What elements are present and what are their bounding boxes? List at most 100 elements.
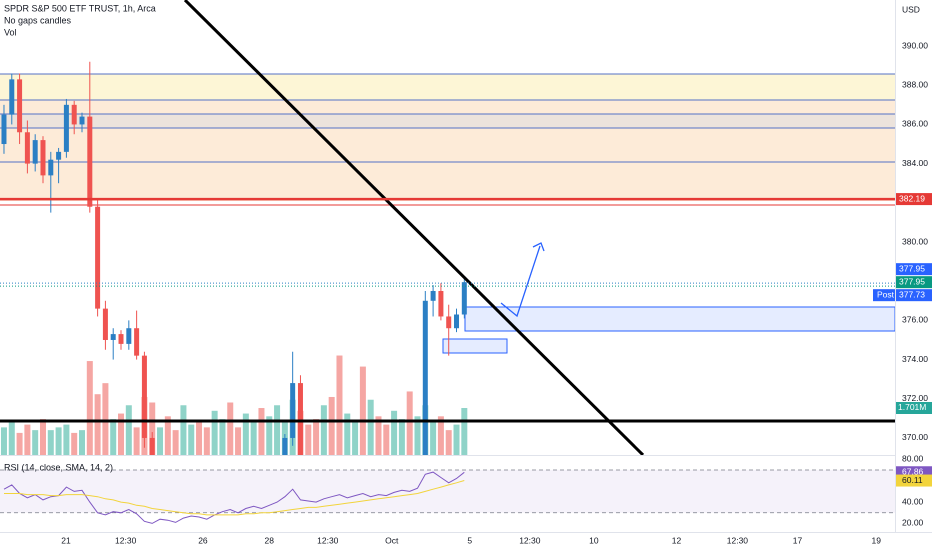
x-tick-label: 19	[872, 535, 882, 545]
volume-bar	[196, 421, 203, 455]
price-tag	[896, 263, 932, 276]
y-tick-label: 388.00	[902, 79, 928, 89]
volume-bar	[414, 416, 421, 455]
volume-bar	[94, 394, 101, 455]
candle-body	[32, 140, 38, 164]
volume-bar	[125, 405, 132, 455]
zone	[0, 114, 895, 128]
rsi-pane	[0, 469, 895, 524]
main-pane	[0, 0, 895, 455]
candle-body	[118, 334, 124, 344]
volume-bar	[453, 424, 460, 455]
drawings-front	[0, 0, 895, 455]
volume-bar	[149, 402, 156, 455]
axes: 390.00 388.00 386.00 384.00 380.00 376.00 374.…	[61, 40, 932, 545]
volume-bar	[461, 407, 468, 455]
candle-body	[63, 104, 69, 152]
volume-bar	[203, 427, 210, 455]
volume-bar	[211, 410, 218, 455]
x-tick-label: 12:30	[727, 535, 749, 545]
volume-bar	[383, 424, 390, 455]
candle-body	[422, 300, 428, 455]
candle-body	[430, 290, 436, 301]
volume-bar	[39, 419, 46, 455]
candle-body	[297, 383, 303, 455]
demand-zone	[464, 306, 895, 332]
rsi-band	[0, 469, 895, 513]
volume-bar	[235, 427, 242, 455]
rsi-tag	[896, 474, 932, 487]
y-tick-label: 370.00	[902, 432, 928, 442]
price-tag-label: 377.73	[899, 289, 925, 299]
price-tag-label: 382.19	[899, 193, 925, 203]
trendline	[183, 0, 645, 455]
rsi-title: RSI (14, close, SMA, 14, 2)	[4, 462, 113, 472]
volume-bar	[16, 432, 23, 455]
volume-bar	[227, 402, 234, 455]
price-tag	[896, 276, 932, 289]
volume-bar	[430, 421, 437, 455]
rsi-tag-label: 60.11	[902, 475, 923, 485]
price-tag-label: 377.95	[899, 263, 925, 273]
currency: USD	[902, 4, 920, 14]
y-tick-label: 386.00	[902, 119, 928, 129]
candle-body	[126, 328, 132, 344]
volume-bar	[344, 413, 351, 455]
volume-bar	[32, 430, 39, 455]
x-tick-label: 21	[61, 535, 71, 545]
volume-bar	[250, 421, 257, 455]
x-tick-label: 12	[672, 535, 682, 545]
candle-body	[134, 328, 140, 356]
volume-bar	[133, 427, 140, 455]
demand-zone	[442, 338, 508, 354]
volume-bar	[266, 416, 273, 455]
candle-body	[446, 316, 452, 329]
volume-bar	[391, 410, 398, 455]
volume-bar	[242, 413, 249, 455]
candle-body	[79, 116, 85, 125]
volume-bar	[118, 413, 125, 455]
volume-bar	[367, 399, 374, 455]
candle-body	[1, 114, 7, 145]
x-tick-label: 12:30	[115, 535, 137, 545]
candle-body	[438, 290, 444, 317]
chart-title: SPDR S&P 500 ETF TRUST, 1h, Arca	[4, 3, 156, 13]
volume-bar	[180, 405, 187, 455]
candle-body	[461, 282, 467, 315]
volume-title: Vol	[4, 27, 17, 37]
x-tick-label: 28	[265, 535, 275, 545]
volume-bar	[164, 416, 171, 455]
arrow	[500, 245, 541, 318]
volume-bar	[71, 432, 78, 455]
rsi-line	[3, 471, 465, 524]
volume-bar	[336, 355, 343, 455]
volume-bar	[375, 416, 382, 455]
rsi-line	[4, 480, 465, 516]
post-tag	[873, 289, 895, 302]
chart-subtitle: No gaps candles	[4, 15, 72, 25]
volume-bar	[8, 421, 15, 455]
volume	[0, 355, 468, 455]
candle-body	[110, 334, 116, 340]
candle-body	[87, 116, 93, 207]
candle-body	[290, 383, 296, 438]
y-tick-label: 390.00	[902, 40, 928, 50]
y-tick-label: 40.00	[902, 496, 924, 506]
volume-bar	[86, 361, 93, 455]
volume-bar	[320, 405, 327, 455]
post-tag-label: Post	[877, 289, 895, 299]
volume-bar	[157, 427, 164, 455]
y-tick-label: 20.00	[902, 518, 924, 528]
volume-bar	[110, 419, 117, 455]
candle-body	[9, 79, 15, 115]
volume-bar	[352, 421, 359, 455]
volume-bar	[398, 419, 405, 455]
x-tick-label: 10	[589, 535, 599, 545]
volume-bar	[79, 430, 86, 455]
candle-body	[24, 132, 30, 164]
volume-bar	[0, 427, 7, 455]
volume-bar	[188, 424, 195, 455]
y-tick-label: 374.00	[902, 354, 928, 364]
candle-body	[149, 437, 155, 455]
